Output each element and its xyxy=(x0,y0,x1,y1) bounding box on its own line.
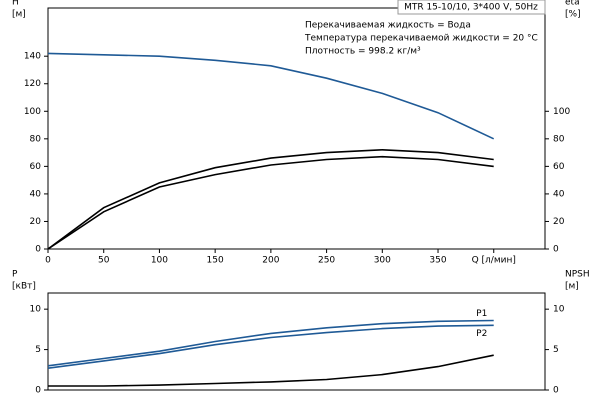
y2-axis-label: [%] xyxy=(565,10,581,20)
x-tick-label: 200 xyxy=(262,256,279,266)
series-line xyxy=(47,319,494,367)
y-tick-label: 40 xyxy=(30,189,42,199)
y2-tick-label: 0 xyxy=(553,386,559,396)
y-tick-label: 0 xyxy=(35,245,41,255)
series-label: P1 xyxy=(476,309,487,319)
y2-tick-label: 40 xyxy=(553,189,565,199)
annotation: Температура перекачиваемой жидкости = 20… xyxy=(304,34,538,44)
plot-frame xyxy=(47,292,546,391)
series-line xyxy=(47,148,494,250)
y2-tick-label: 10 xyxy=(553,305,565,315)
x-tick-label: 50 xyxy=(98,256,110,266)
y-tick-label: 20 xyxy=(30,217,42,227)
annotation: Перекачиваемая жидкость = Вода xyxy=(305,21,471,31)
y-tick-label: 60 xyxy=(30,162,42,172)
y2-tick-label: 60 xyxy=(553,162,565,172)
x-tick-label: 0 xyxy=(45,256,51,266)
y-axis-label: [кВт] xyxy=(12,282,36,292)
y-tick-label: 5 xyxy=(35,345,41,355)
plot-frame xyxy=(47,7,546,250)
annotation: Плотность = 998.2 кг/м³ xyxy=(305,47,421,57)
series-line xyxy=(47,155,494,250)
y-tick-label: 120 xyxy=(24,79,41,89)
y2-tick-label: 80 xyxy=(553,134,565,144)
y2-tick-label: 5 xyxy=(553,345,559,355)
series-line xyxy=(47,52,495,140)
y2-tick-label: 20 xyxy=(553,217,565,227)
y-tick-label: 140 xyxy=(24,52,41,62)
x-tick-label: Q [л/мин] xyxy=(472,256,516,266)
y-tick-label: 80 xyxy=(30,134,42,144)
y2-tick-label: 0 xyxy=(553,245,559,255)
y2-tick-label: 100 xyxy=(553,107,570,117)
x-tick-label: 250 xyxy=(318,256,335,266)
x-tick-label: 100 xyxy=(151,256,168,266)
series-line xyxy=(48,354,494,387)
y-axis-label: P xyxy=(12,270,18,280)
y-tick-label: 0 xyxy=(35,386,41,396)
y-axis-label: [м] xyxy=(12,10,26,20)
y2-axis-label: eta xyxy=(565,0,580,8)
y2-axis-label: NPSH xyxy=(565,270,590,280)
x-tick-label: 150 xyxy=(207,256,224,266)
x-tick-label: 300 xyxy=(374,256,391,266)
y-tick-label: 10 xyxy=(30,305,42,315)
y-tick-label: 100 xyxy=(24,107,41,117)
x-tick-label: 350 xyxy=(429,256,446,266)
y-axis-label: H xyxy=(12,0,19,8)
chart-title: MTR 15-10/10, 3*400 V, 50Hz xyxy=(404,3,538,13)
series-line xyxy=(47,324,494,369)
series-label: P2 xyxy=(476,329,487,339)
y2-axis-label: [м] xyxy=(565,282,579,292)
title-box xyxy=(397,0,546,15)
